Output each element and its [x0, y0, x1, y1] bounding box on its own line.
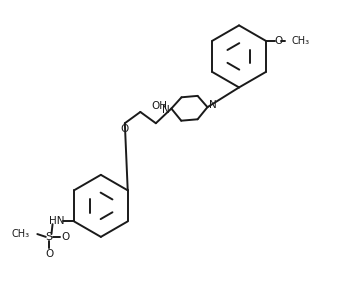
Text: CH₃: CH₃ — [11, 229, 29, 239]
Text: HN: HN — [49, 216, 65, 226]
Text: O: O — [45, 249, 53, 259]
Text: N: N — [209, 100, 216, 110]
Text: S: S — [46, 232, 53, 242]
Text: O: O — [275, 36, 283, 46]
Text: O: O — [61, 232, 70, 242]
Text: OH: OH — [152, 101, 168, 111]
Text: N: N — [162, 105, 170, 115]
Text: CH₃: CH₃ — [291, 36, 309, 46]
Text: O: O — [120, 124, 129, 134]
